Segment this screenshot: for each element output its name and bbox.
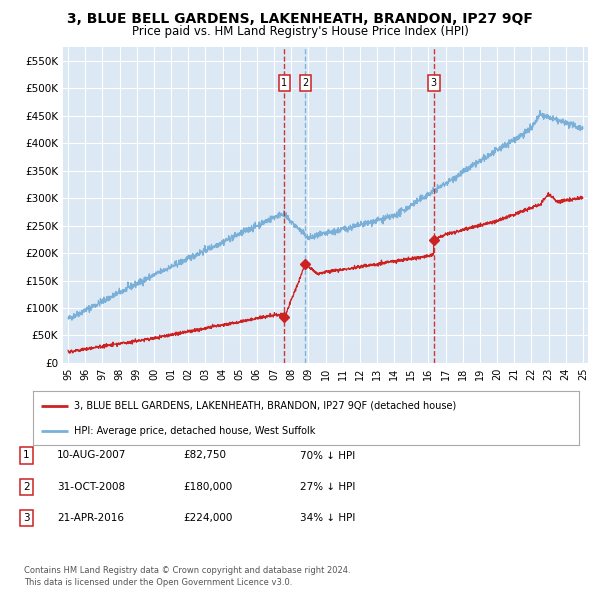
Text: Contains HM Land Registry data © Crown copyright and database right 2024.
This d: Contains HM Land Registry data © Crown c… [24, 566, 350, 587]
Text: £224,000: £224,000 [183, 513, 232, 523]
Text: 27% ↓ HPI: 27% ↓ HPI [300, 482, 355, 491]
Text: 3: 3 [431, 78, 437, 88]
Text: 70% ↓ HPI: 70% ↓ HPI [300, 451, 355, 460]
Text: £180,000: £180,000 [183, 482, 232, 491]
Text: 3: 3 [23, 513, 30, 523]
Text: HPI: Average price, detached house, West Suffolk: HPI: Average price, detached house, West… [74, 426, 316, 436]
Text: 34% ↓ HPI: 34% ↓ HPI [300, 513, 355, 523]
Text: 2: 2 [23, 482, 30, 491]
Text: 31-OCT-2008: 31-OCT-2008 [57, 482, 125, 491]
Text: Price paid vs. HM Land Registry's House Price Index (HPI): Price paid vs. HM Land Registry's House … [131, 25, 469, 38]
Text: 3, BLUE BELL GARDENS, LAKENHEATH, BRANDON, IP27 9QF (detached house): 3, BLUE BELL GARDENS, LAKENHEATH, BRANDO… [74, 401, 456, 411]
Text: 21-APR-2016: 21-APR-2016 [57, 513, 124, 523]
Text: £82,750: £82,750 [183, 451, 226, 460]
Text: 1: 1 [23, 451, 30, 460]
Text: 10-AUG-2007: 10-AUG-2007 [57, 451, 127, 460]
Text: 1: 1 [281, 78, 287, 88]
Text: 2: 2 [302, 78, 308, 88]
Text: 3, BLUE BELL GARDENS, LAKENHEATH, BRANDON, IP27 9QF: 3, BLUE BELL GARDENS, LAKENHEATH, BRANDO… [67, 12, 533, 26]
